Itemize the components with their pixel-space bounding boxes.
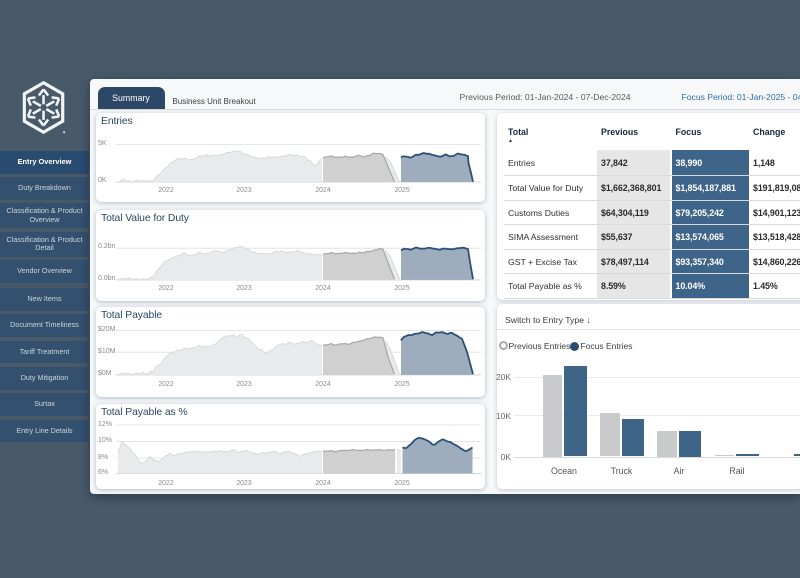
svg-text:2023: 2023	[236, 187, 251, 194]
svg-text:2022: 2022	[158, 480, 173, 487]
svg-text:2022: 2022	[158, 285, 173, 292]
svg-text:2023: 2023	[236, 381, 251, 388]
svg-text:2025: 2025	[394, 480, 409, 487]
svg-text:2024: 2024	[315, 187, 330, 194]
svg-text:2024: 2024	[315, 285, 330, 292]
svg-text:2024: 2024	[315, 480, 330, 487]
svg-text:2024: 2024	[315, 381, 330, 388]
svg-text:2023: 2023	[236, 285, 251, 292]
svg-text:2025: 2025	[394, 381, 409, 388]
svg-text:2025: 2025	[394, 187, 409, 194]
svg-text:2022: 2022	[158, 187, 173, 194]
svg-text:2025: 2025	[394, 285, 409, 292]
svg-text:2022: 2022	[158, 381, 173, 388]
svg-text:2023: 2023	[236, 480, 251, 487]
